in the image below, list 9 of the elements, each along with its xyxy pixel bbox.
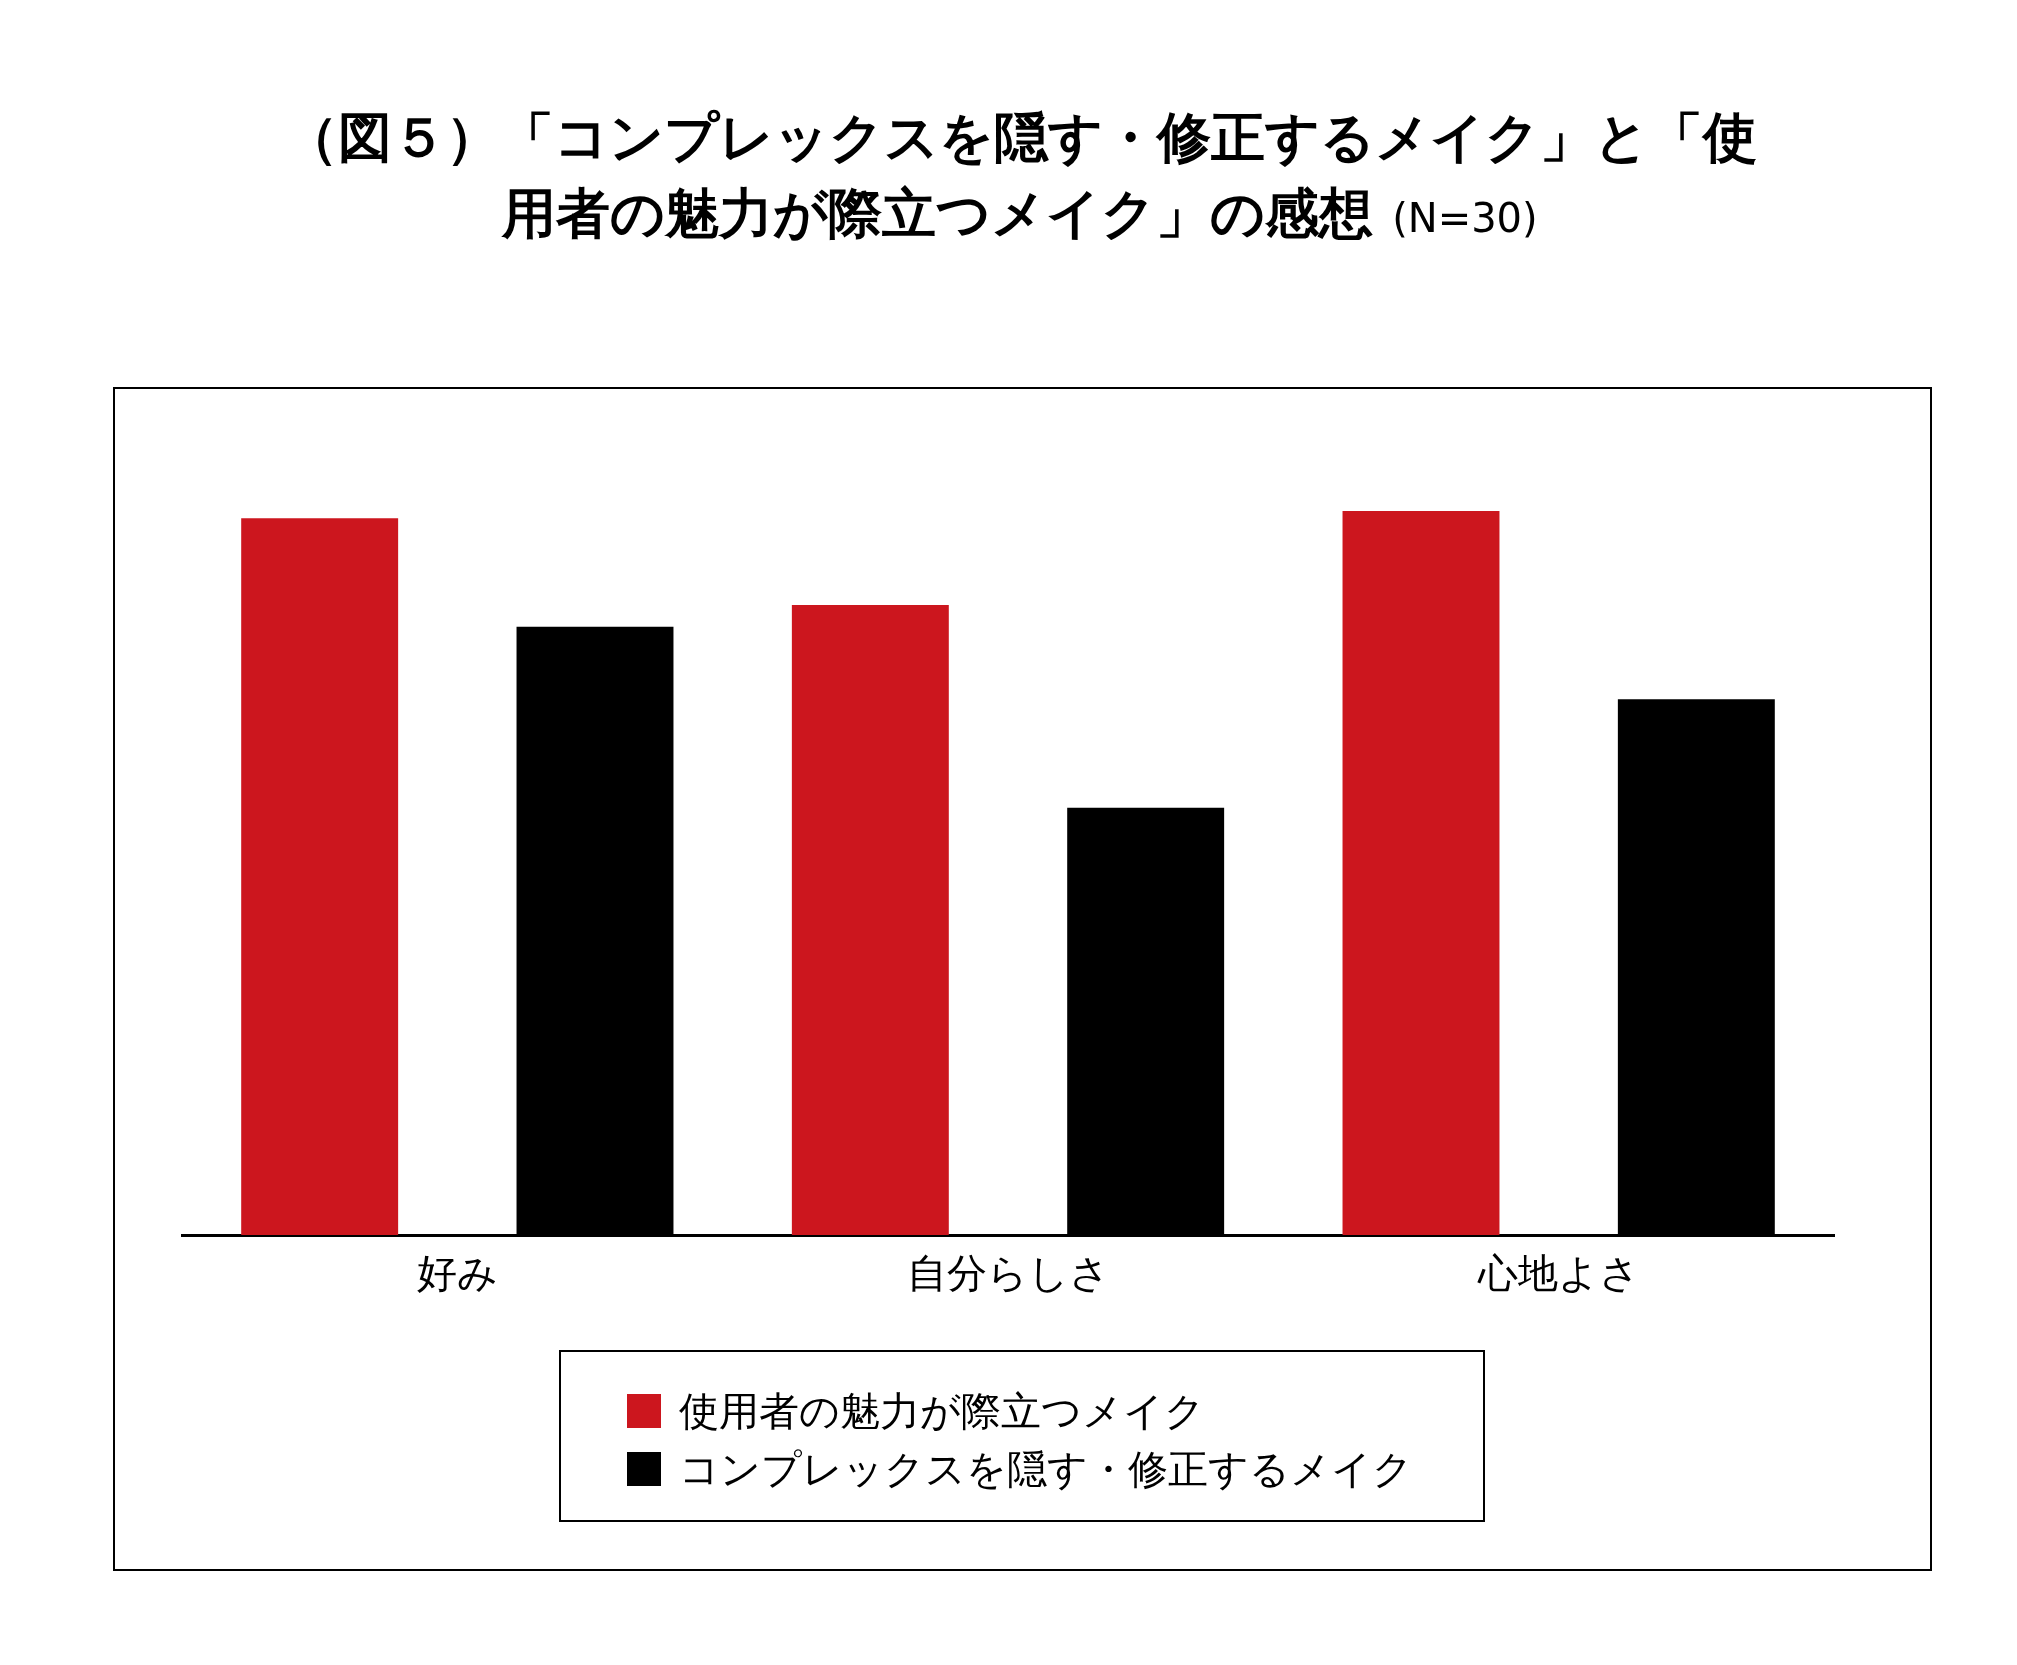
- legend-label: コンプレックスを隠す・修正するメイク: [679, 1444, 1413, 1494]
- x-tick-label: 自分らしさ: [906, 1250, 1110, 1297]
- bar: [791, 605, 949, 1235]
- x-tick-label: 心地よさ: [1476, 1250, 1640, 1297]
- legend-label: 使用者の魅力が際立つメイク: [679, 1386, 1205, 1436]
- bar: [1342, 511, 1500, 1235]
- chart-subtitle: (N=30): [1392, 195, 1538, 241]
- x-tick-label: 好み: [416, 1250, 498, 1297]
- bar: [241, 518, 399, 1235]
